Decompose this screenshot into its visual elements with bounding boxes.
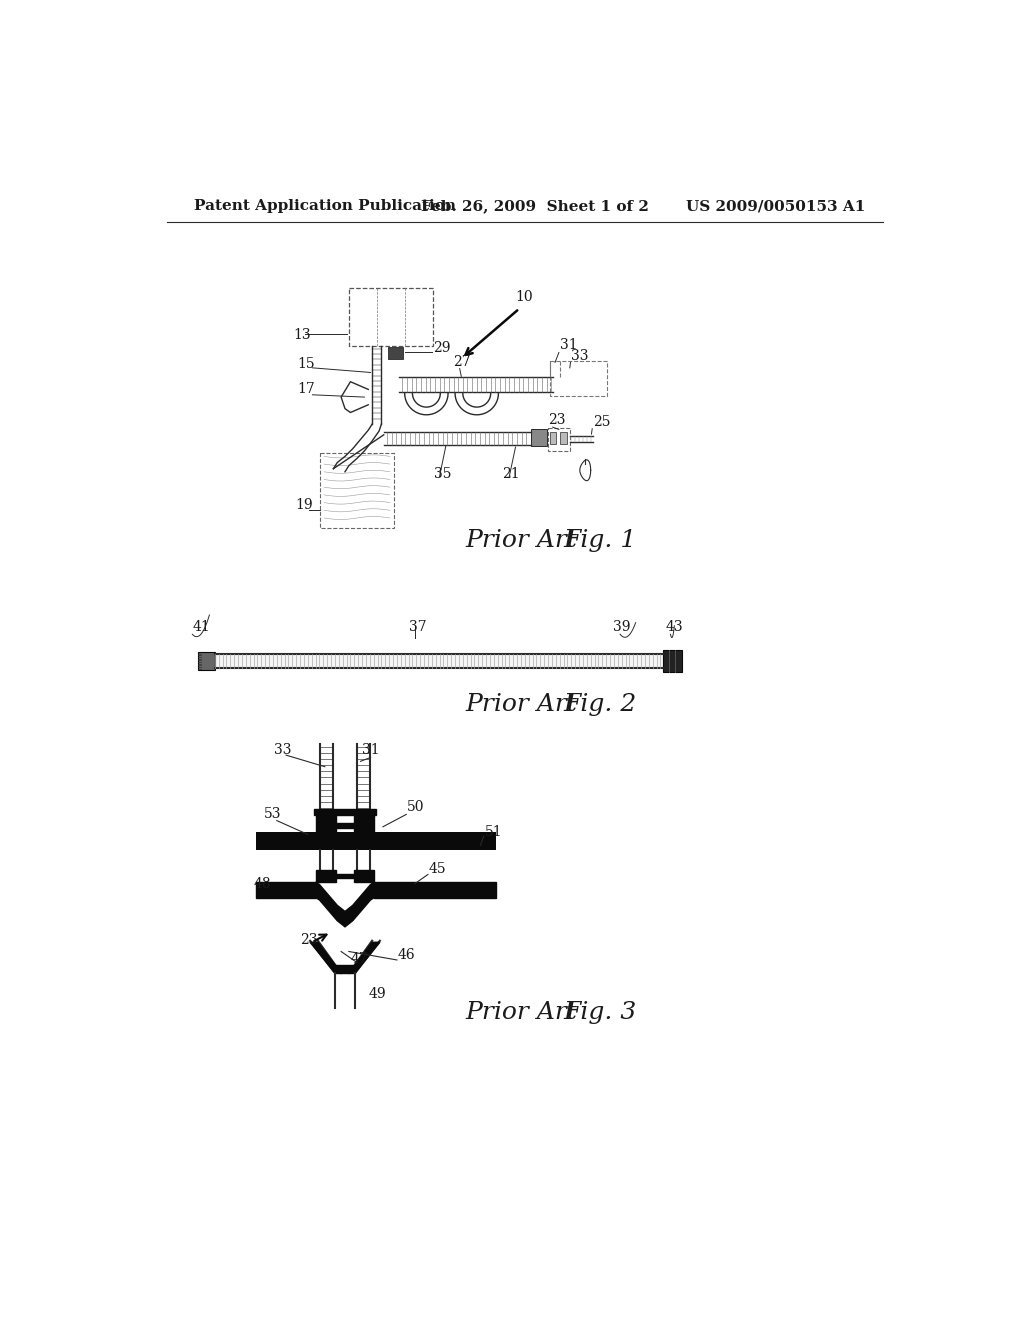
Text: 19: 19 bbox=[295, 498, 313, 512]
Text: 47: 47 bbox=[350, 952, 369, 966]
Bar bbox=[550, 360, 607, 396]
Bar bbox=[531, 429, 547, 446]
Text: 15: 15 bbox=[297, 356, 314, 371]
Bar bbox=[349, 288, 432, 346]
Text: 45: 45 bbox=[429, 862, 446, 876]
Text: 23: 23 bbox=[300, 933, 317, 946]
Polygon shape bbox=[335, 965, 355, 973]
Text: Fig. 1: Fig. 1 bbox=[563, 529, 637, 552]
Polygon shape bbox=[310, 942, 341, 973]
Bar bbox=[337, 874, 353, 878]
Text: 51: 51 bbox=[484, 825, 502, 840]
Bar bbox=[663, 651, 682, 672]
Text: 33: 33 bbox=[273, 743, 291, 756]
Text: Fig. 3: Fig. 3 bbox=[563, 1002, 637, 1024]
Text: Prior Art: Prior Art bbox=[465, 693, 577, 717]
Bar bbox=[321, 453, 394, 528]
Bar bbox=[316, 816, 337, 832]
Text: Fig. 2: Fig. 2 bbox=[563, 693, 637, 717]
Text: 35: 35 bbox=[434, 467, 452, 480]
Bar bbox=[548, 428, 569, 451]
Text: 29: 29 bbox=[432, 342, 451, 355]
Bar bbox=[550, 432, 556, 444]
Polygon shape bbox=[349, 942, 380, 973]
Bar bbox=[256, 882, 315, 898]
Text: 31: 31 bbox=[362, 743, 380, 756]
Bar bbox=[198, 652, 215, 671]
Text: 41: 41 bbox=[193, 620, 210, 634]
Text: 46: 46 bbox=[397, 948, 416, 962]
Text: 33: 33 bbox=[571, 350, 589, 363]
Bar bbox=[256, 832, 496, 850]
Bar bbox=[375, 882, 496, 898]
Text: 21: 21 bbox=[503, 467, 520, 480]
Bar bbox=[353, 816, 374, 832]
Text: 17: 17 bbox=[297, 383, 314, 396]
Text: Prior Art: Prior Art bbox=[465, 529, 577, 552]
Bar bbox=[560, 432, 566, 444]
Bar bbox=[353, 870, 374, 882]
Text: Prior Art: Prior Art bbox=[465, 1002, 577, 1024]
Text: Patent Application Publication: Patent Application Publication bbox=[194, 199, 456, 213]
Bar bbox=[337, 822, 353, 828]
Text: 27: 27 bbox=[454, 355, 471, 370]
Text: 39: 39 bbox=[613, 620, 631, 634]
Text: 53: 53 bbox=[263, 807, 282, 821]
Text: 23: 23 bbox=[548, 413, 565, 428]
Text: US 2009/0050153 A1: US 2009/0050153 A1 bbox=[686, 199, 865, 213]
Bar bbox=[388, 347, 403, 359]
Text: 48: 48 bbox=[254, 878, 271, 891]
Text: 31: 31 bbox=[560, 338, 578, 352]
Text: 50: 50 bbox=[407, 800, 425, 814]
Bar bbox=[316, 870, 337, 882]
Polygon shape bbox=[315, 882, 375, 927]
Text: 10: 10 bbox=[515, 290, 534, 304]
Text: Feb. 26, 2009  Sheet 1 of 2: Feb. 26, 2009 Sheet 1 of 2 bbox=[421, 199, 649, 213]
Text: 49: 49 bbox=[369, 987, 387, 1001]
Bar bbox=[314, 809, 376, 816]
Text: 25: 25 bbox=[593, 414, 610, 429]
Text: 37: 37 bbox=[410, 620, 427, 634]
Text: 13: 13 bbox=[293, 329, 310, 342]
Text: 43: 43 bbox=[665, 620, 683, 634]
